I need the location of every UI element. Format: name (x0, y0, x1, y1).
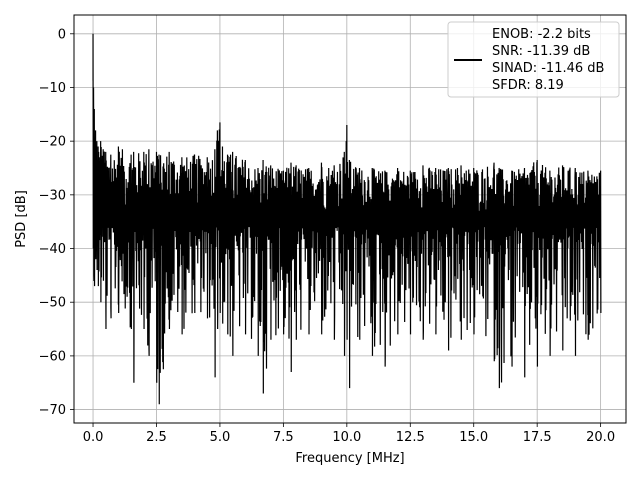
x-tick-label: 7.5 (273, 430, 294, 445)
legend: ENOB: -2.2 bits SNR: -11.39 dB SINAD: -11.… (447, 21, 620, 98)
x-tick-label: 17.5 (523, 430, 552, 445)
x-tick-label: 20.0 (586, 430, 615, 445)
psd-series-line (92, 33, 602, 405)
legend-label-line: ENOB: -2.2 bits (492, 27, 591, 42)
x-tick-label: 12.5 (396, 430, 425, 445)
x-tick-label: 15.0 (459, 430, 488, 445)
legend-label-line: SFDR: 8.19 (492, 78, 564, 93)
plot-area (92, 33, 602, 405)
x-tick-label: 5.0 (210, 430, 231, 445)
x-tick-label: 0.0 (83, 430, 104, 445)
y-tick-label: −50 (39, 296, 66, 311)
axis-ticks: 0.0 2.5 5.0 7.5 10.0 12.5 15.0 17.5 20.0 0 −10 −20 −… (39, 27, 616, 445)
y-tick-label: −30 (39, 188, 66, 203)
x-axis-label: Frequency [MHz] (295, 451, 404, 466)
x-tick-label: 10.0 (332, 430, 361, 445)
y-tick-label: −70 (39, 403, 66, 418)
x-tick-label: 2.5 (146, 430, 167, 445)
y-tick-label: 0 (58, 27, 66, 42)
y-tick-label: −20 (39, 135, 66, 150)
legend-label-line: SNR: -11.39 dB (492, 44, 590, 59)
y-tick-label: −10 (39, 81, 66, 96)
legend-label: ENOB: -2.2 bits SNR: -11.39 dB SINAD: -11.… (492, 27, 604, 93)
legend-label-line: SINAD: -11.46 dB (492, 61, 604, 76)
y-axis-label: PSD [dB] (14, 190, 29, 248)
y-tick-label: −60 (39, 349, 66, 364)
axes-frame (73, 14, 627, 424)
y-tick-label: −40 (39, 242, 66, 257)
legend-box (447, 21, 620, 98)
